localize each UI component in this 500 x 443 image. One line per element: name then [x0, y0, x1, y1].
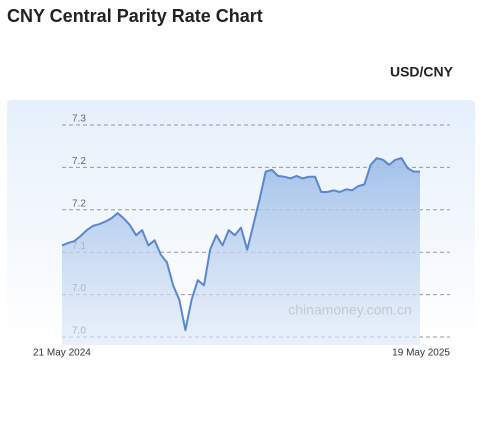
- x-tick-label: 21 May 2024: [33, 348, 91, 359]
- chart-title: CNY Central Parity Rate Chart: [7, 6, 263, 26]
- y-tick-label: 7.3: [72, 114, 86, 125]
- y-tick-label: 7.2: [72, 156, 86, 167]
- subtitle: USD/CNY: [390, 64, 454, 80]
- x-tick-label: 19 May 2025: [392, 348, 450, 359]
- y-tick-label: 7.2: [72, 198, 86, 209]
- area: [62, 158, 420, 345]
- plot-area: 7.07.07.17.27.27.3: [61, 114, 450, 345]
- line: [61, 157, 420, 332]
- watermark: chinamoney.com.cn: [288, 302, 411, 318]
